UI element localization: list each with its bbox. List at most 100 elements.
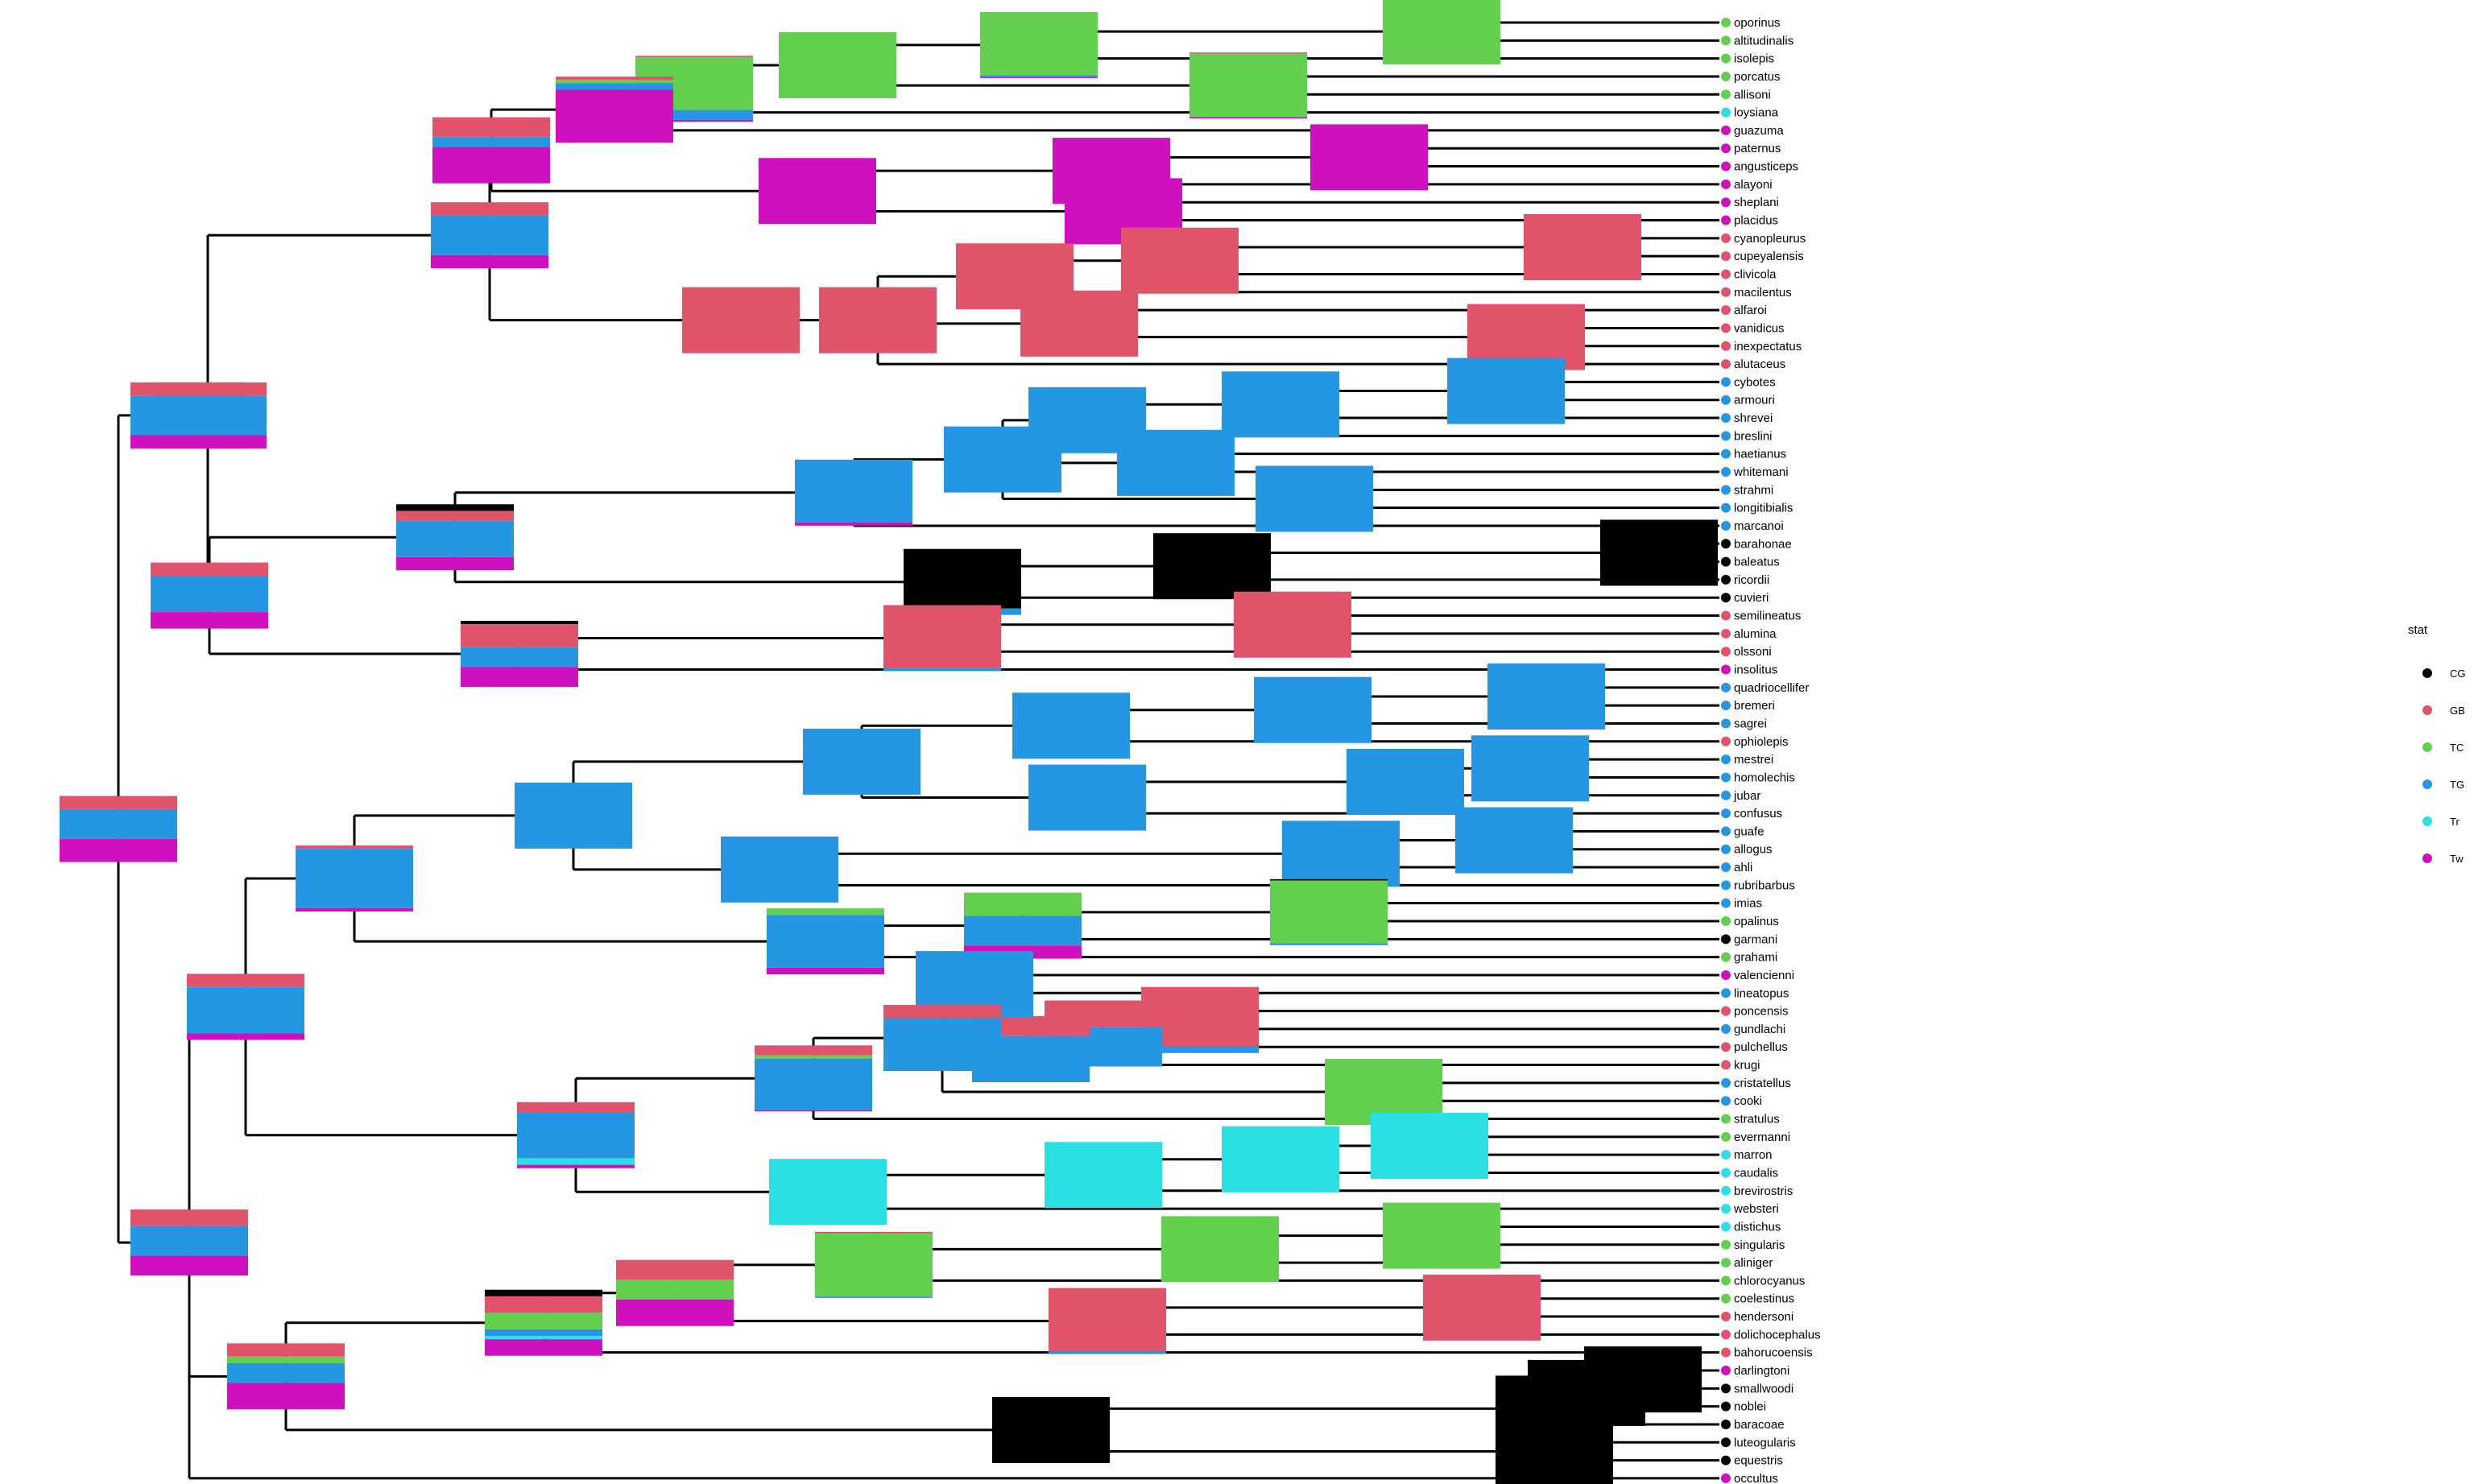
tip-label: occultus — [1734, 1472, 1778, 1484]
state-segment-TG — [296, 849, 413, 908]
tip-label: noblei — [1734, 1400, 1766, 1414]
node-state-box — [461, 620, 578, 687]
node-state-box — [616, 1259, 734, 1326]
state-segment-Tw — [767, 967, 884, 975]
state-segment-TG — [767, 915, 884, 968]
state-segment-GB — [1524, 214, 1641, 280]
tip-label: isolepis — [1734, 52, 1774, 66]
state-segment-GB — [755, 1045, 872, 1056]
tip-dot — [1721, 1312, 1731, 1322]
legend-label: TG — [2450, 779, 2464, 791]
tip-dot — [1721, 808, 1731, 819]
tip-label: inexpectatus — [1734, 340, 1802, 353]
tip-label: evermanni — [1734, 1131, 1790, 1144]
tip-dot — [1721, 952, 1731, 962]
tip-dot — [1721, 323, 1731, 333]
tip-label: smallwoodi — [1734, 1382, 1793, 1395]
state-segment-TG — [485, 1329, 602, 1337]
tip-dot — [1721, 969, 1731, 980]
state-segment-TG — [803, 728, 921, 795]
tip-dot — [1721, 1023, 1731, 1034]
tip-dot — [1721, 844, 1731, 854]
state-segment-TG — [1222, 371, 1339, 438]
tip-label: alutaceus — [1734, 358, 1785, 371]
tip-label: singularis — [1734, 1238, 1785, 1252]
legend: stat CG GB TC TG Tr Tw — [2408, 623, 2466, 865]
tip-dot — [1721, 449, 1731, 459]
tip-dot — [1721, 467, 1731, 477]
state-segment-TC — [1161, 1216, 1279, 1283]
state-segment-GB — [815, 1231, 933, 1234]
tip-dot — [1721, 1006, 1731, 1016]
state-segment-GB — [1189, 52, 1307, 54]
state-segment-TG — [755, 1058, 872, 1110]
tip-label: whitemani — [1733, 465, 1789, 479]
tip-label: sheplani — [1734, 196, 1779, 209]
tip-label: aliniger — [1734, 1256, 1773, 1270]
tip-label: allogus — [1734, 843, 1773, 857]
node-state-box — [1222, 371, 1339, 438]
tip-label: semilineatus — [1734, 610, 1801, 623]
node-state-box — [1012, 692, 1130, 759]
state-segment-GB — [151, 562, 268, 577]
node-state-box — [1447, 358, 1565, 424]
tip-dot — [1721, 556, 1731, 567]
node-state-box — [803, 728, 921, 795]
state-segment-Tw — [755, 1110, 872, 1112]
tip-label: valencienni — [1734, 969, 1794, 982]
tip-dot — [1721, 287, 1731, 297]
state-segment-TG — [431, 215, 548, 255]
state-segment-GB — [1234, 591, 1351, 658]
legend-label: GB — [2450, 705, 2465, 717]
state-segment-TC — [556, 80, 673, 84]
state-segment-TG — [1455, 807, 1573, 874]
tip-dot — [1721, 1077, 1731, 1088]
tip-dot — [1721, 934, 1731, 945]
state-segment-TG — [556, 83, 673, 90]
node-state-box — [992, 1396, 1110, 1463]
state-segment-GB — [1121, 227, 1239, 294]
tip-dot — [1721, 107, 1731, 118]
tip-label: longitibialis — [1734, 502, 1793, 515]
tip-dot — [1721, 1437, 1731, 1448]
node-state-box — [1471, 735, 1589, 802]
node-state-box — [1234, 591, 1351, 658]
tip-label: hendersoni — [1734, 1310, 1793, 1324]
node-state-box — [1347, 749, 1464, 816]
node-state-box — [883, 605, 1001, 672]
tip-dot — [1721, 502, 1731, 513]
node-state-box — [1256, 465, 1373, 532]
tip-label: krugi — [1734, 1059, 1760, 1073]
state-segment-Tw — [432, 147, 550, 184]
node-state-box — [1455, 807, 1573, 874]
state-segment-TC — [980, 11, 1098, 76]
tip-dot — [1721, 1329, 1731, 1340]
tip-label: marron — [1734, 1148, 1773, 1162]
state-segment-TG — [1117, 429, 1235, 496]
node-state-box — [485, 1289, 602, 1356]
state-segment-TC — [779, 32, 896, 99]
tip-label: brevirostris — [1734, 1184, 1793, 1198]
state-segment-TG — [1028, 764, 1146, 831]
tip-label: confusus — [1734, 807, 1782, 821]
node-state-box — [1222, 1126, 1339, 1193]
tip-dot — [1721, 341, 1731, 351]
tip-dot — [1721, 1042, 1731, 1052]
tip-dot — [1721, 305, 1731, 316]
tip-label: altitudinalis — [1734, 34, 1793, 48]
node-state-box — [980, 11, 1098, 78]
tip-label: pulchellus — [1734, 1040, 1788, 1054]
state-segment-TG — [1487, 663, 1605, 730]
tip-dot — [1721, 610, 1731, 621]
state-segment-TG — [964, 916, 1082, 946]
state-segment-GB — [296, 845, 413, 849]
node-state-box — [1049, 1288, 1166, 1354]
state-segment-TG — [130, 1226, 248, 1256]
tip-label: poncensis — [1734, 1005, 1789, 1019]
state-segment-GB — [187, 973, 304, 987]
tip-dot — [1721, 89, 1731, 100]
state-segment-GB — [227, 1343, 345, 1357]
tip-label: equestris — [1734, 1454, 1783, 1468]
tip-dot — [1721, 143, 1731, 154]
tip-dot — [1721, 1293, 1731, 1304]
